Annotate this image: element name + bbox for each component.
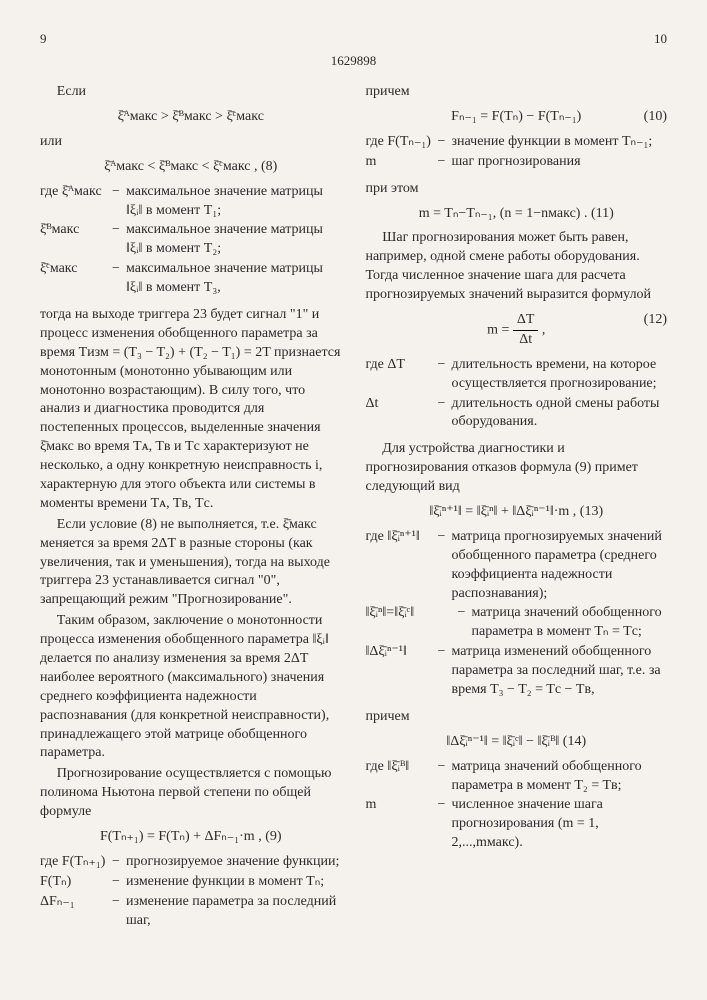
def-row: где ξ̄ᴬмакс − максимальное значение матр… (40, 183, 342, 221)
def-text: шаг прогнозирования (452, 153, 668, 172)
def-row: ‖ξ̄ᵢⁿ‖=‖ξ̄ᵢᶜ‖ − матрица значений обобщен… (366, 604, 668, 642)
def-symbol: ΔT (387, 357, 405, 372)
text: Таким образом, заключение о монотонности… (40, 612, 342, 763)
formula-13: ‖ξ̄ᵢⁿ⁺¹‖ = ‖ξ̄ᵢⁿ‖ + ‖Δξ̄ᵢⁿ⁻¹‖·m , (13) (366, 503, 668, 522)
def-symbol: F(Tₙ₊₁) (62, 854, 106, 869)
def-symbol: ‖ξ̄ᵢⁿ‖=‖ξ̄ᵢᶜ‖ (366, 604, 458, 623)
def-row: где ‖ξ̄ᵢⁿ⁺¹‖ − матрица прогнозируемых зн… (366, 528, 668, 604)
def-row: где ‖ξ̄ᵢᴮ‖ − матрица значений обобщенног… (366, 758, 668, 796)
def-row: где F(Tₙ₋₁) − значение функции в момент … (366, 133, 668, 152)
def-symbol: F(Tₙ₋₁) (387, 134, 431, 149)
text: причем (366, 708, 668, 727)
def-symbol: ΔFₙ₋₁ (40, 893, 112, 912)
def-symbol: m (366, 153, 438, 172)
def-text: матрица изменений обобщенного параметра … (452, 643, 668, 700)
formula-8: ξ̄ᴬмакс < ξ̄ᴮмакс < ξ̄ᶜмакс , (8) (40, 158, 342, 177)
text: тогда на выходе триггера 23 будет сигнал… (40, 306, 342, 514)
def-symbol: ‖ξ̄ᵢᴮ‖ (387, 759, 409, 774)
formula-10: Fₙ₋₁ = F(Tₙ) − F(Tₙ₋₁) (10) (366, 108, 668, 127)
where-label: где (366, 529, 384, 544)
def-text: изменение функции в момент Tₙ; (126, 873, 342, 892)
def-symbol: ξ̄ᶜмакс (40, 260, 112, 279)
formula-9: F(Tₙ₊₁) = F(Tₙ) + ΔFₙ₋₁·m , (9) (40, 828, 342, 847)
formula-body: m = (487, 323, 513, 338)
formula-body: Fₙ₋₁ = F(Tₙ) − F(Tₙ₋₁) (451, 109, 581, 124)
def-row: m − численное значение шага прогнозирова… (366, 796, 668, 853)
def-text: максимальное значение матрицы ‖ξᵢ‖ в мом… (126, 183, 342, 221)
where-label: где (366, 134, 384, 149)
def-row: ‖Δξ̄ᵢⁿ⁻¹‖ − матрица изменений обобщенног… (366, 643, 668, 700)
def-row: F(Tₙ) − изменение функции в момент Tₙ; (40, 873, 342, 892)
fraction-top: ΔT (513, 311, 539, 331)
text: Прогнозирование осуществляется с помощью… (40, 765, 342, 822)
text: или (40, 133, 342, 152)
where-label: где (366, 759, 384, 774)
formula-11: m = Tₙ−Tₙ₋₁, (n = 1−nмакс) . (11) (366, 205, 668, 224)
where-label: где (366, 357, 384, 372)
def-symbol: m (366, 796, 438, 815)
def-text: матрица значений обобщенного параметра в… (472, 604, 668, 642)
def-symbol: F(Tₙ) (40, 873, 112, 892)
def-row: Δt − длительность одной смены работы обо… (366, 395, 668, 433)
eq-number: (12) (644, 311, 667, 330)
def-text: значение функции в момент Tₙ₋₁; (452, 133, 668, 152)
def-symbol: Δt (366, 395, 438, 414)
left-column: Если ξ̄ᴬмакс > ξ̄ᴮмакс > ξ̄ᶜмакс или ξ̄ᴬ… (40, 83, 342, 938)
def-row: m − шаг прогнозирования (366, 153, 668, 172)
right-column: причем Fₙ₋₁ = F(Tₙ) − F(Tₙ₋₁) (10) где F… (366, 83, 668, 938)
def-row: ξ̄ᴮмакс − максимальное значение матрицы … (40, 221, 342, 259)
where-label: где (40, 184, 58, 199)
def-text: длительность времени, на которое осущест… (452, 356, 668, 394)
def-symbol: ξ̄ᴬмакс (62, 184, 102, 199)
page-right: 10 (654, 30, 667, 48)
text: при этом (366, 180, 668, 199)
def-text: максимальное значение матрицы ‖ξᵢ‖ в мом… (126, 221, 342, 259)
doc-number: 1629898 (40, 52, 667, 70)
def-text: матрица значений обобщенного параметра в… (452, 758, 668, 796)
def-text: численное значение шага прогнозирования … (452, 796, 668, 853)
def-text: прогнозируемое значение функции; (126, 853, 342, 872)
text: Если условие (8) не выполняется, т.е. ξ̄… (40, 516, 342, 610)
text: Шаг прогнозирования может быть равен, на… (366, 229, 668, 305)
formula-12: m = ΔT Δt , (12) (366, 311, 668, 350)
def-symbol: ξ̄ᴮмакс (40, 221, 112, 240)
def-text: изменение параметра за последний шаг, (126, 893, 342, 931)
def-text: матрица прогнозируемых значений обобщенн… (452, 528, 668, 604)
text: причем (366, 83, 668, 102)
def-symbol: ‖ξ̄ᵢⁿ⁺¹‖ (387, 529, 419, 544)
text: Для устройства диагностики и прогнозиров… (366, 440, 668, 497)
formula-14: ‖Δξ̄ᵢⁿ⁻¹‖ = ‖ξ̄ᵢᶜ‖ − ‖ξ̄ᵢᴮ‖ (14) (366, 733, 668, 752)
eq-number: (10) (644, 108, 667, 127)
def-row: ξ̄ᶜмакс − максимальное значение матрицы … (40, 260, 342, 298)
where-label: где (40, 854, 58, 869)
fraction-bottom: Δt (513, 331, 539, 350)
def-symbol: ‖Δξ̄ᵢⁿ⁻¹‖ (366, 643, 438, 662)
def-text: максимальное значение матрицы ‖ξᵢ‖ в мом… (126, 260, 342, 298)
text: Если (40, 83, 342, 102)
page-left: 9 (40, 30, 47, 48)
def-row: где ΔT − длительность времени, на которо… (366, 356, 668, 394)
formula: ξ̄ᴬмакс > ξ̄ᴮмакс > ξ̄ᶜмакс (40, 108, 342, 127)
def-row: ΔFₙ₋₁ − изменение параметра за последний… (40, 893, 342, 931)
def-row: где F(Tₙ₊₁) − прогнозируемое значение фу… (40, 853, 342, 872)
def-text: длительность одной смены работы оборудов… (452, 395, 668, 433)
